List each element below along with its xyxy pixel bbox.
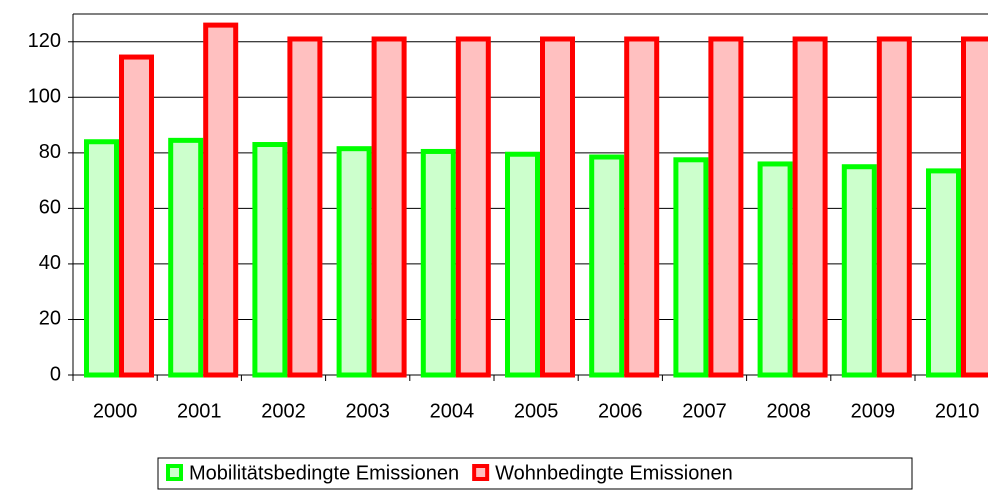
bar [589,154,625,378]
y-tick-label: 120 [28,30,61,52]
legend-marker [472,464,490,481]
bar [961,36,988,378]
bar [252,142,288,378]
x-tick-label: 2003 [345,400,390,422]
y-tick-label: 0 [50,363,61,385]
x-tick-label: 2006 [598,400,643,422]
bar [757,161,793,378]
legend-label: Mobilitätsbedingte Emissionen [189,462,459,484]
bar [420,148,456,378]
bar [540,36,575,378]
bar [673,157,709,378]
bar [84,139,119,378]
legend-marker [166,464,183,481]
bar [624,36,660,378]
bar [287,36,323,378]
y-tick-label: 20 [39,308,61,330]
x-tick-label: 2005 [514,400,559,422]
y-tick-label: 40 [39,252,61,274]
bar [708,36,744,378]
x-tick-label: 2002 [261,400,306,422]
legend-label: Wohnbedingte Emissionen [495,462,733,484]
bar [168,137,204,378]
x-tick-label: 2000 [93,400,138,422]
bar [926,168,961,378]
bar [876,36,912,378]
legend-box [157,457,913,490]
bar [792,36,828,378]
x-tick-label: 2010 [935,400,980,422]
bar [505,151,540,378]
x-tick-label: 2009 [851,400,896,422]
y-tick-label: 60 [39,197,61,219]
bar [336,146,372,378]
bar [203,22,239,378]
bar [841,164,877,378]
y-tick-label: 80 [39,141,61,163]
x-tick-label: 2001 [177,400,222,422]
bar [455,36,491,378]
bar [119,54,154,378]
x-tick-label: 2008 [766,400,811,422]
x-tick-label: 2004 [430,400,475,422]
x-tick-label: 2007 [682,400,727,422]
y-tick-label: 100 [28,86,61,108]
bar [371,36,407,378]
